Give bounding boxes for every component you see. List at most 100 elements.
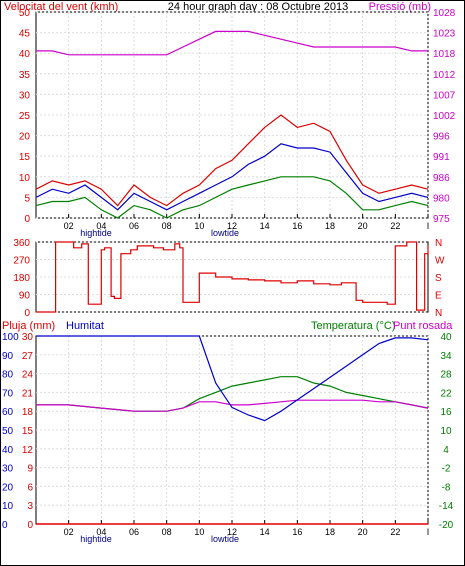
pressure-tick-label: 1023 xyxy=(433,29,456,40)
temperature-tick-label: 10 xyxy=(440,426,452,437)
temp-humidity-panel: Pluja (mm) Humitat Temperatura (°C) Punt… xyxy=(2,320,454,544)
x-tick-label: 16 xyxy=(292,527,302,537)
humidity-tick-label: 10 xyxy=(2,501,14,512)
x-tick-label: 22 xyxy=(390,527,400,537)
temperature-tick-label: -2 xyxy=(442,464,451,475)
x-tick-label: 02 xyxy=(64,527,74,537)
direction-tick-label: 90 xyxy=(19,291,31,302)
humidity-tick-label: 80 xyxy=(2,370,14,381)
wind-speed-axis: 0 5 10 15 20 25 30 35 40 45 50 xyxy=(19,8,31,225)
x-tick-label: 08 xyxy=(162,527,172,537)
x-tick-label: 04 xyxy=(96,527,106,537)
wind-tick-label: 20 xyxy=(19,132,31,143)
wind-tick-label: 50 xyxy=(19,8,31,19)
rain-tick-label: 24 xyxy=(22,370,34,381)
pressure-tick-label: 996 xyxy=(433,132,450,143)
wind-tick-label: 15 xyxy=(19,152,31,163)
temperature-tick-label: -14 xyxy=(439,501,454,512)
direction-degree-axis: 0 90 180 270 360 xyxy=(13,238,30,319)
pressure-title: Pressió (mb) xyxy=(369,1,431,13)
pressure-tick-label: 975 xyxy=(433,214,450,225)
humidity-tick-label: 30 xyxy=(2,464,14,475)
pressure-line xyxy=(36,30,428,56)
rain-tick-label: 3 xyxy=(27,501,33,512)
rain-tick-label: 27 xyxy=(22,351,34,362)
rain-axis: 0 3 6 9 12 15 18 21 24 27 30 xyxy=(22,332,34,531)
temperature-tick-label: -8 xyxy=(442,482,451,493)
wind-gust-line xyxy=(35,114,429,207)
direction-tick-label: 180 xyxy=(13,273,30,284)
x-tick-label: 04 xyxy=(96,221,106,231)
wind-series xyxy=(35,30,429,219)
temp-time-axis: 02 04 06 08 10 12 14 16 18 20 22 I xyxy=(64,520,429,537)
x-tick-label: 10 xyxy=(194,527,204,537)
compass-tick-label: E xyxy=(435,291,442,302)
humidity-line xyxy=(36,335,429,422)
pressure-tick-label: 1007 xyxy=(433,90,456,101)
temperature-axis: -20 -14 -8 -2 4 10 16 22 28 34 40 xyxy=(439,332,454,531)
humidity-tick-label: 50 xyxy=(2,426,14,437)
humidity-tick-label: 60 xyxy=(2,407,14,418)
wind-average-line xyxy=(35,143,429,211)
wind-tick-label: 10 xyxy=(19,173,31,184)
tide-labels: hightide lowtide xyxy=(80,228,239,238)
compass-tick-label: N xyxy=(435,238,442,249)
x-tick-label: 14 xyxy=(260,221,270,231)
pressure-tick-label: 986 xyxy=(433,173,450,184)
wind-time-axis: 02 04 06 08 10 12 14 16 18 20 22 I xyxy=(64,214,429,231)
wind-tick-label: 40 xyxy=(19,49,31,60)
humidity-axis: 0 10 20 30 40 50 60 70 80 90 100 xyxy=(2,332,19,531)
rain-tick-label: 18 xyxy=(22,407,34,418)
x-tick-label: 12 xyxy=(227,221,237,231)
lowtide-label-bottom: lowtide xyxy=(211,534,239,544)
x-tick-label: 18 xyxy=(325,221,335,231)
graph-title: 24 hour graph day : 08 Octubre 2013 xyxy=(168,1,348,13)
direction-tick-label: 270 xyxy=(13,256,30,267)
x-tick-label: 22 xyxy=(390,221,400,231)
direction-tick-label: 360 xyxy=(13,238,30,249)
x-tick-label: 12 xyxy=(227,527,237,537)
humidity-tick-label: 90 xyxy=(2,351,14,362)
x-tick-label: 20 xyxy=(358,527,368,537)
dew-point-label: Punt rosada xyxy=(393,320,453,332)
wind-tick-label: 45 xyxy=(19,29,31,40)
x-tick-label: 06 xyxy=(129,221,139,231)
temperature-tick-label: 22 xyxy=(440,388,452,399)
rain-tick-label: 15 xyxy=(22,426,34,437)
pressure-tick-label: 980 xyxy=(433,193,450,204)
compass-tick-label: S xyxy=(435,273,442,284)
x-tick-label: 18 xyxy=(325,527,335,537)
x-tick-label: 16 xyxy=(292,221,302,231)
wind-tick-label: 25 xyxy=(19,111,31,122)
wind-speed-title: Velocitat del vent (kmh) xyxy=(4,1,118,13)
temperature-label: Temperatura (°C) xyxy=(311,320,395,332)
humidity-tick-label: 0 xyxy=(2,520,8,531)
pressure-tick-label: 1018 xyxy=(433,49,456,60)
rain-tick-label: 21 xyxy=(22,388,34,399)
pressure-tick-label: 1002 xyxy=(433,111,456,122)
rain-tick-label: 12 xyxy=(22,445,34,456)
x-tick-label: 14 xyxy=(260,527,270,537)
wind-pressure-panel: Velocitat del vent (kmh) 24 hour graph d… xyxy=(4,1,456,238)
tide-labels-bottom: hightide lowtide xyxy=(80,534,239,544)
rain-tick-label: 0 xyxy=(27,520,33,531)
rain-tick-label: 30 xyxy=(22,332,34,343)
lowtide-label: lowtide xyxy=(211,228,239,238)
pressure-tick-label: 991 xyxy=(433,152,450,163)
x-tick-label: 08 xyxy=(162,221,172,231)
x-tick-label: 06 xyxy=(129,527,139,537)
x-tick-label: 10 xyxy=(194,221,204,231)
wind-tick-label: 30 xyxy=(19,90,31,101)
compass-tick-label: W xyxy=(435,256,445,267)
rain-label: Pluja (mm) xyxy=(2,320,55,332)
pressure-axis: 975 980 986 991 996 1002 1007 1012 1018 1023 1028 xyxy=(433,8,456,225)
humidity-tick-label: 70 xyxy=(2,388,14,399)
x-tick-label: 20 xyxy=(358,221,368,231)
direction-series xyxy=(36,241,429,313)
humidity-label: Humitat xyxy=(66,320,104,332)
compass-tick-label: N xyxy=(435,308,442,319)
